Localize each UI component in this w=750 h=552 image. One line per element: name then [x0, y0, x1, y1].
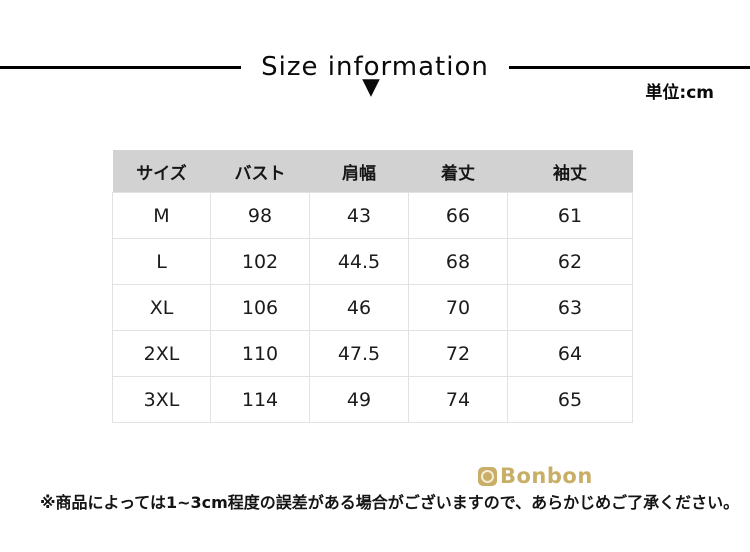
table-row: L 102 44.5 68 62 — [112, 238, 633, 285]
brand-name: Bonbon — [500, 464, 593, 488]
brand-badge-icon — [478, 467, 497, 486]
table-row: 2XL 110 47.5 72 64 — [112, 330, 633, 377]
title-band: Size information — [0, 50, 750, 84]
table-cell: 98 — [210, 192, 310, 239]
size-table-body: M 98 43 66 61 L 102 44.5 68 62 XL 106 46 70 63 2XL 110 47… — [112, 192, 633, 423]
table-cell: 63 — [507, 284, 633, 331]
table-cell: 74 — [408, 376, 508, 423]
title-rule-right — [508, 65, 750, 69]
unit-label: 単位:cm — [645, 83, 714, 103]
table-cell: 46 — [309, 284, 409, 331]
table-cell: 64 — [507, 330, 633, 377]
header-cell: サイズ — [112, 150, 211, 193]
table-cell: 43 — [309, 192, 409, 239]
header-cell: バスト — [210, 150, 310, 193]
down-triangle-icon: ▼ — [362, 74, 380, 100]
table-cell: 3XL — [112, 376, 211, 423]
brand-logo: Bonbon — [478, 466, 593, 487]
table-cell: 61 — [507, 192, 633, 239]
header-cell: 肩幅 — [309, 150, 409, 193]
table-cell: 110 — [210, 330, 310, 377]
header-cell: 着丈 — [408, 150, 508, 193]
table-cell: XL — [112, 284, 211, 331]
header-cell: 袖丈 — [507, 150, 633, 193]
size-table-head: サイズ バスト 肩幅 着丈 袖丈 — [112, 150, 633, 193]
table-row: M 98 43 66 61 — [112, 192, 633, 239]
disclaimer-note: ※商品によっては1~3cm程度の誤差がある場合がございますので、あらかじめご了承… — [40, 493, 740, 512]
size-table: サイズ バスト 肩幅 着丈 袖丈 M 98 43 66 61 L 102 44.5 68 62 XL 106 4… — [112, 150, 633, 423]
table-cell: 70 — [408, 284, 508, 331]
table-cell: 106 — [210, 284, 310, 331]
table-cell: 66 — [408, 192, 508, 239]
table-cell: 44.5 — [309, 238, 409, 285]
table-cell: 62 — [507, 238, 633, 285]
table-cell: 47.5 — [309, 330, 409, 377]
table-cell: L — [112, 238, 211, 285]
title-rule-left — [0, 65, 242, 69]
page-title: Size information — [261, 52, 489, 82]
table-header-row: サイズ バスト 肩幅 着丈 袖丈 — [112, 150, 633, 193]
table-cell: M — [112, 192, 211, 239]
table-row: XL 106 46 70 63 — [112, 284, 633, 331]
table-cell: 102 — [210, 238, 310, 285]
table-cell: 68 — [408, 238, 508, 285]
table-row: 3XL 114 49 74 65 — [112, 376, 633, 423]
table-cell: 2XL — [112, 330, 211, 377]
table-cell: 49 — [309, 376, 409, 423]
table-cell: 72 — [408, 330, 508, 377]
table-cell: 65 — [507, 376, 633, 423]
table-cell: 114 — [210, 376, 310, 423]
